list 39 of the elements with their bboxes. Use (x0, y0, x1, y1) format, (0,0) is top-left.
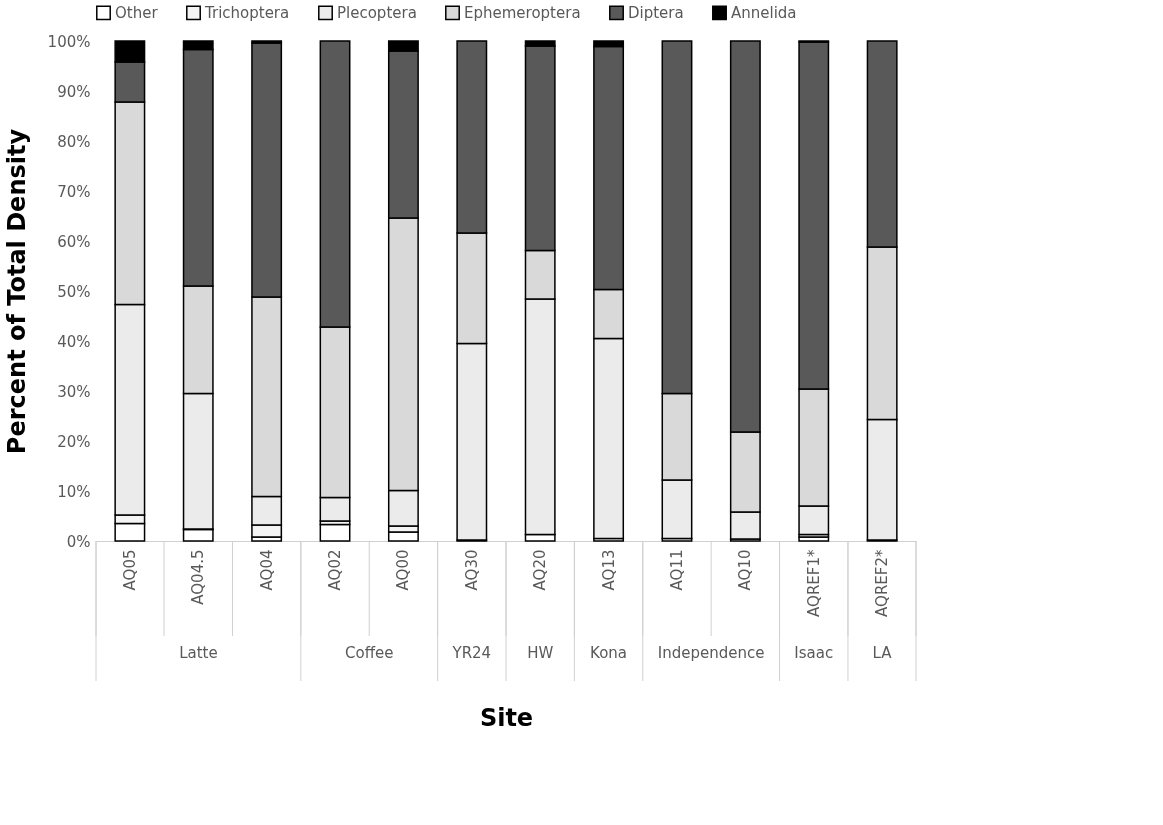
text: Kona (590, 644, 628, 662)
legend-label: Other (115, 3, 159, 22)
y-tick-label: 0% (66, 532, 91, 551)
text: HW (527, 644, 554, 662)
y-tick-label: 100% (47, 32, 91, 51)
legend-label: Plecoptera (337, 3, 417, 22)
text: Coffee (344, 644, 394, 662)
legend-label: Ephemeroptera (464, 3, 581, 22)
text: YR24 (451, 644, 492, 662)
x-tick-label: AQ10 (736, 549, 755, 591)
x-axis-title: Site (479, 703, 534, 732)
y-tick-label: 70% (57, 182, 91, 201)
x-tick-label: AQ02 (326, 549, 345, 591)
y-tick-label: 40% (57, 332, 91, 351)
text: Independence (657, 644, 765, 662)
legend-label: Annelida (731, 3, 797, 22)
y-tick-label: 30% (57, 382, 91, 401)
x-tick-label: AQREF1* (804, 549, 823, 617)
text: Isaac (794, 644, 834, 662)
y-tick-label: 60% (57, 232, 91, 251)
y-tick-label: 50% (57, 282, 91, 301)
y-axis-title: Percent of Total Density (2, 128, 31, 455)
y-tick-label: 90% (57, 82, 91, 101)
x-tick-label: AQ20 (531, 549, 550, 591)
legend-label: Diptera (628, 3, 684, 22)
text: Latte (179, 644, 218, 662)
y-tick-label: 80% (57, 132, 91, 151)
legend-label: Trichoptera (204, 3, 290, 22)
y-tick-label: 20% (57, 432, 91, 451)
x-tick-label: AQ04 (257, 549, 276, 591)
x-tick-label: AQ04.5 (189, 549, 208, 605)
x-tick-label: AQ00 (394, 549, 413, 591)
y-tick-label: 10% (57, 482, 91, 501)
x-tick-label: AQ13 (599, 549, 618, 591)
x-tick-label: AQ11 (667, 549, 686, 591)
x-tick-label: AQ30 (462, 549, 481, 591)
x-tick-label: AQ05 (120, 549, 139, 591)
text: LA (872, 644, 893, 662)
x-tick-label: AQREF2* (873, 549, 892, 617)
